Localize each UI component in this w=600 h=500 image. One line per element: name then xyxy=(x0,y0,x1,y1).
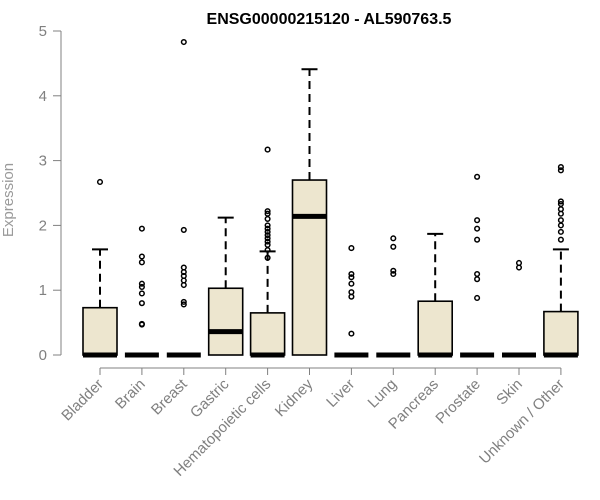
box-prostate xyxy=(460,173,495,358)
box-rect xyxy=(543,310,579,356)
y-tick-label: 4 xyxy=(39,88,47,105)
outlier-point xyxy=(180,264,187,271)
outlier-point xyxy=(138,300,145,307)
outlier-point xyxy=(138,253,145,260)
outlier-point xyxy=(348,330,355,337)
outlier-point xyxy=(348,280,355,287)
box-kidney xyxy=(291,68,328,356)
y-tick-label: 1 xyxy=(39,282,47,299)
outlier-point xyxy=(557,236,564,243)
outlier-point xyxy=(264,215,271,222)
box-pancreas xyxy=(417,232,454,358)
outlier-point xyxy=(557,206,564,213)
outlier-point xyxy=(348,289,355,296)
box-rect xyxy=(291,179,328,356)
outlier-point xyxy=(348,270,355,278)
box-rect xyxy=(82,306,118,356)
outlier-point xyxy=(264,238,271,245)
outlier-point xyxy=(264,225,271,232)
y-tick-label: 2 xyxy=(39,217,47,234)
outlier-point xyxy=(474,217,481,224)
box-liver xyxy=(334,245,369,358)
outlier-point xyxy=(264,210,271,217)
outlier-point xyxy=(264,235,271,242)
outlier-point xyxy=(264,241,271,248)
outlier-point xyxy=(557,164,564,171)
outlier-point xyxy=(474,270,481,278)
y-tick-label: 5 xyxy=(39,23,47,40)
outlier-point xyxy=(474,294,481,302)
box-unknown-other xyxy=(543,164,579,358)
outlier-point xyxy=(138,280,145,287)
outlier-point xyxy=(390,243,397,250)
outlier-point xyxy=(557,200,564,208)
outlier-point xyxy=(474,173,481,180)
outlier-point xyxy=(515,259,523,267)
outlier-point xyxy=(474,225,481,232)
outlier-point xyxy=(557,222,564,229)
x-tick-label: Prostate xyxy=(432,376,484,428)
outlier-point xyxy=(264,222,271,229)
box-rect xyxy=(249,312,286,356)
outlier-point xyxy=(390,270,397,278)
box-lung xyxy=(376,235,411,358)
outlier-point xyxy=(474,236,481,243)
x-tick-label: Kidney xyxy=(272,375,317,420)
y-axis-label: Expression xyxy=(0,163,17,237)
y-tick-label: 0 xyxy=(39,347,47,364)
box-brain xyxy=(124,225,159,358)
outlier-point xyxy=(264,208,271,215)
box-breast xyxy=(166,38,201,358)
outlier-point xyxy=(474,276,481,283)
outlier-point xyxy=(557,217,564,224)
x-tick-label: Lung xyxy=(365,376,401,412)
box-rect xyxy=(417,300,454,356)
chart-title: ENSG00000215120 - AL590763.5 xyxy=(207,11,452,28)
outlier-point xyxy=(557,228,564,235)
outlier-point xyxy=(264,232,271,239)
outlier-point xyxy=(180,38,187,46)
outlier-point xyxy=(348,274,355,281)
outlier-point xyxy=(96,178,104,186)
outlier-point xyxy=(138,283,145,291)
x-tick-label: Brain xyxy=(112,376,149,413)
outlier-point xyxy=(264,146,271,153)
outlier-point xyxy=(557,167,564,174)
outlier-point xyxy=(180,301,187,308)
outlier-point xyxy=(138,320,145,327)
x-tick-label: Liver xyxy=(323,376,358,411)
x-tick-label: Breast xyxy=(148,375,191,418)
outlier-point xyxy=(180,226,187,233)
box-hematopoietic-cells xyxy=(249,146,286,358)
outlier-point xyxy=(557,198,564,205)
box-bladder xyxy=(82,178,118,358)
x-tick-label: Bladder xyxy=(58,376,107,425)
outlier-point xyxy=(138,290,145,297)
x-tick-label: Skin xyxy=(493,376,526,409)
outlier-point xyxy=(390,235,397,242)
y-tick-label: 3 xyxy=(39,153,47,170)
outlier-point xyxy=(390,267,397,274)
outlier-point xyxy=(138,225,145,232)
outlier-point xyxy=(264,246,271,254)
outlier-point xyxy=(264,254,271,261)
outlier-point xyxy=(138,259,145,266)
box-rect xyxy=(207,287,244,356)
outlier-point xyxy=(264,228,271,235)
boxes-group xyxy=(82,38,579,358)
box-skin xyxy=(502,259,536,358)
outlier-point xyxy=(180,298,187,305)
outlier-point xyxy=(348,245,355,252)
box-gastric xyxy=(207,216,244,356)
